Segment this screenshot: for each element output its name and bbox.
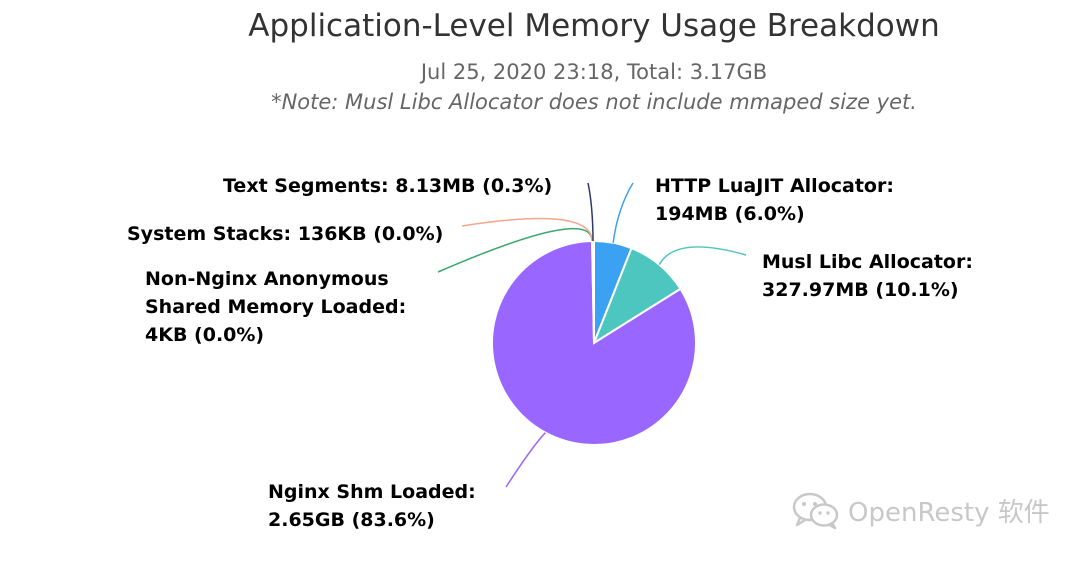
- connector-text-segments: [587, 182, 594, 242]
- connector-musl-libc-allocator: [658, 246, 747, 265]
- slice-label-line: Shared Memory Loaded:: [145, 296, 406, 318]
- chart-title: Application-Level Memory Usage Breakdown: [248, 8, 940, 44]
- slice-label-line: System Stacks: 136KB (0.0%): [127, 223, 443, 245]
- watermark: OpenResty 软件: [790, 490, 1050, 530]
- slice-label-musl-libc-allocator: Musl Libc Allocator: 327.97MB (10.1%): [762, 251, 973, 301]
- slice-label-http-luajit-allocator: HTTP LuaJIT Allocator: 194MB (6.0%): [655, 175, 894, 225]
- slice-label-text-segments: Text Segments: 8.13MB (0.3%): [223, 175, 552, 197]
- pie-slices: [491, 239, 697, 446]
- slice-label-line: Nginx Shm Loaded:: [268, 481, 476, 503]
- connector-non-nginx-anonymous-shared-memory-loaded: [437, 227, 593, 273]
- slice-label-line: 327.97MB (10.1%): [762, 279, 959, 301]
- slice-label-line: 4KB (0.0%): [145, 324, 264, 346]
- slice-labels: HTTP LuaJIT Allocator: 194MB (6.0%) Musl L…: [127, 175, 973, 531]
- connector-http-luajit-allocator: [612, 182, 634, 243]
- slice-label-line: Musl Libc Allocator:: [762, 251, 973, 273]
- label-connectors: [437, 182, 747, 488]
- slice-label-non-nginx-anonymous-shared-memory-loaded: Non-Nginx Anonymous Shared Memory Loaded:…: [145, 268, 406, 346]
- slice-label-line: HTTP LuaJIT Allocator:: [655, 175, 894, 197]
- chart-subtitle: Jul 25, 2020 23:18, Total: 3.17GB: [420, 60, 768, 84]
- chart-note: *Note: Musl Libc Allocator does not incl…: [271, 90, 917, 114]
- slice-label-line: 194MB (6.0%): [655, 203, 805, 225]
- connector-nginx-shm-loaded: [505, 432, 546, 488]
- slice-label-line: Text Segments: 8.13MB (0.3%): [223, 175, 552, 197]
- watermark-text: OpenResty 软件: [848, 497, 1050, 528]
- slice-label-nginx-shm-loaded: Nginx Shm Loaded: 2.65GB (83.6%): [268, 481, 476, 531]
- slice-label-system-stacks: System Stacks: 136KB (0.0%): [127, 223, 443, 245]
- connector-system-stacks: [461, 217, 593, 242]
- wechat-icon: [792, 492, 839, 530]
- slice-label-line: 2.65GB (83.6%): [268, 509, 435, 531]
- slice-label-line: Non-Nginx Anonymous: [145, 268, 389, 290]
